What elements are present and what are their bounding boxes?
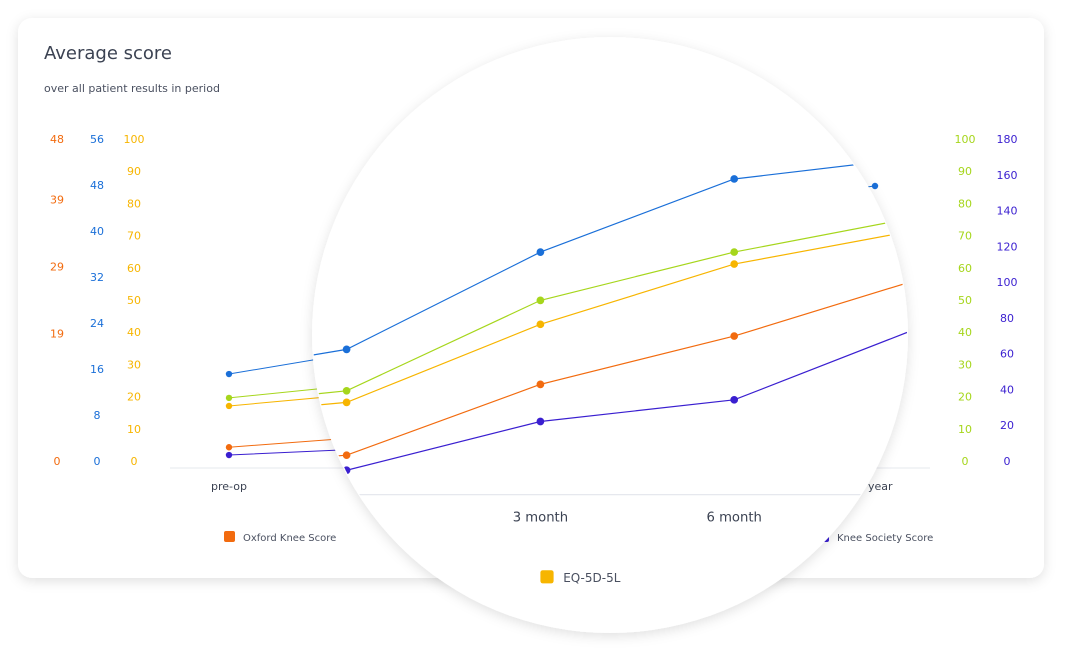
legend-swatch [224, 531, 235, 542]
y-tick-label: 0 [54, 455, 61, 468]
y-tick-label: 80 [127, 197, 141, 210]
data-point [225, 394, 233, 402]
data-point [342, 345, 351, 354]
y-tick-label: 60 [958, 262, 972, 275]
y-tick-label: 80 [958, 197, 972, 210]
y-tick-label: 30 [958, 358, 972, 371]
y-tick-label: 0 [962, 455, 969, 468]
y-tick-label: 56 [90, 133, 104, 146]
y-tick-label: 100 [997, 276, 1018, 289]
x-tick-label: 6 month [707, 510, 762, 525]
data-point [536, 417, 545, 426]
data-point [730, 175, 739, 183]
y-tick-label: 100 [955, 133, 976, 146]
y-tick-label: 120 [997, 240, 1018, 253]
y-tick-label: 0 [1004, 455, 1011, 468]
data-point [225, 444, 233, 451]
y-tick-label: 10 [127, 423, 141, 436]
y-tick-label: 140 [997, 205, 1018, 218]
legend-swatch [540, 570, 554, 584]
legend-label: Oxford Knee Score [243, 533, 336, 544]
data-point [730, 248, 739, 256]
y-tick-label: 20 [958, 391, 972, 404]
y-tick-label: 90 [958, 165, 972, 178]
y-tick-label: 20 [127, 391, 141, 404]
y-tick-label: 10 [958, 423, 972, 436]
chart-title: Average score [44, 43, 172, 64]
data-point [225, 451, 233, 459]
y-tick-label: 80 [1000, 312, 1014, 325]
y-tick-label: 40 [1000, 383, 1014, 396]
magnifier [312, 37, 908, 633]
data-point [342, 386, 351, 395]
y-tick-label: 48 [50, 133, 64, 146]
y-tick-label: 40 [127, 326, 141, 339]
y-tick-label: 90 [127, 165, 141, 178]
x-tick-label: 3 month [513, 510, 568, 525]
y-tick-label: 32 [90, 271, 104, 284]
y-tick-label: 70 [958, 230, 972, 243]
chart-subtitle: over all patient results in period [44, 82, 220, 95]
y-tick-label: 48 [90, 179, 104, 192]
y-tick-label: 19 [50, 328, 64, 341]
y-tick-label: 0 [94, 455, 101, 468]
y-tick-label: 180 [997, 133, 1018, 146]
y-tick-label: 24 [90, 317, 104, 330]
y-tick-label: 60 [127, 262, 141, 275]
y-tick-label: 30 [127, 358, 141, 371]
legend-label: Knee Society Score [837, 533, 933, 544]
y-tick-label: 0 [131, 455, 138, 468]
data-point [225, 370, 233, 378]
y-tick-label: 20 [1000, 419, 1014, 432]
data-point [730, 332, 739, 340]
legend-label: EQ-5D-5L [563, 571, 621, 585]
data-point [536, 248, 545, 256]
data-point [730, 395, 739, 404]
data-point [536, 296, 545, 305]
data-point [536, 380, 545, 389]
y-tick-label: 60 [1000, 348, 1014, 361]
y-tick-label: 50 [127, 294, 141, 307]
data-point [342, 451, 351, 460]
data-point [536, 320, 545, 329]
y-tick-label: 100 [124, 133, 145, 146]
y-tick-label: 50 [958, 294, 972, 307]
data-point [342, 398, 351, 407]
y-tick-label: 40 [90, 225, 104, 238]
data-point [225, 402, 233, 410]
data-point [871, 182, 879, 190]
y-tick-label: 29 [50, 260, 64, 273]
x-tick-label: pre-op [211, 480, 247, 493]
y-tick-label: 40 [958, 326, 972, 339]
y-tick-label: 16 [90, 363, 104, 376]
data-point [730, 260, 739, 268]
y-tick-label: 70 [127, 230, 141, 243]
y-tick-label: 160 [997, 169, 1018, 182]
y-tick-label: 8 [94, 409, 101, 422]
y-tick-label: 39 [50, 193, 64, 206]
